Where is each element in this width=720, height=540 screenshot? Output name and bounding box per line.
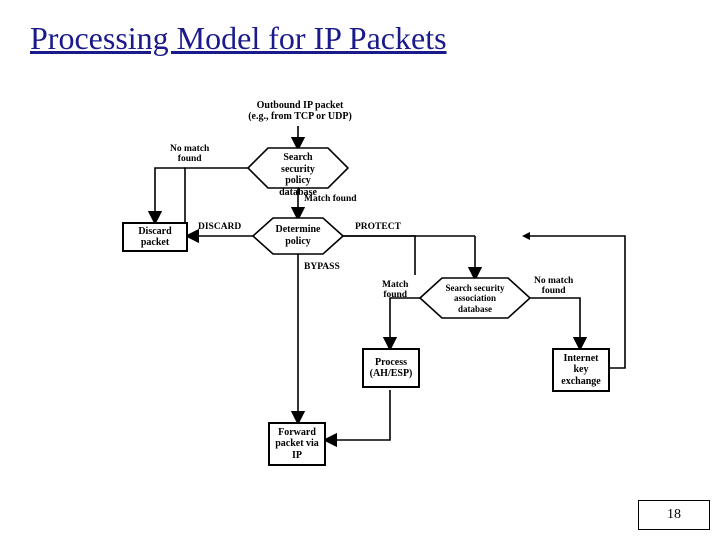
- detpolicy-node: Determine policy: [268, 224, 328, 247]
- process-box: Process (AH/ESP): [362, 348, 420, 388]
- label-match1: Match found: [304, 194, 357, 204]
- label-discard: DISCARD: [198, 222, 241, 232]
- label-match2: Match found: [382, 280, 408, 301]
- label-no-match1: No match found: [170, 144, 209, 165]
- slide-title: Processing Model for IP Packets: [30, 20, 447, 57]
- spd-node: Search security policy database: [268, 152, 328, 198]
- label-protect: PROTECT: [355, 222, 401, 232]
- label-no-match2: No match found: [534, 276, 573, 297]
- page-number: 18: [638, 500, 710, 530]
- sad-node: Search security association database: [442, 283, 508, 314]
- flowchart-diagram: Outbound IP packet (e.g., from TCP or UD…: [70, 100, 650, 480]
- discard-box: Discard packet: [122, 222, 188, 252]
- forward-box: Forward packet via IP: [268, 422, 326, 466]
- ike-box: Internet key exchange: [552, 348, 610, 392]
- label-bypass: BYPASS: [304, 262, 340, 272]
